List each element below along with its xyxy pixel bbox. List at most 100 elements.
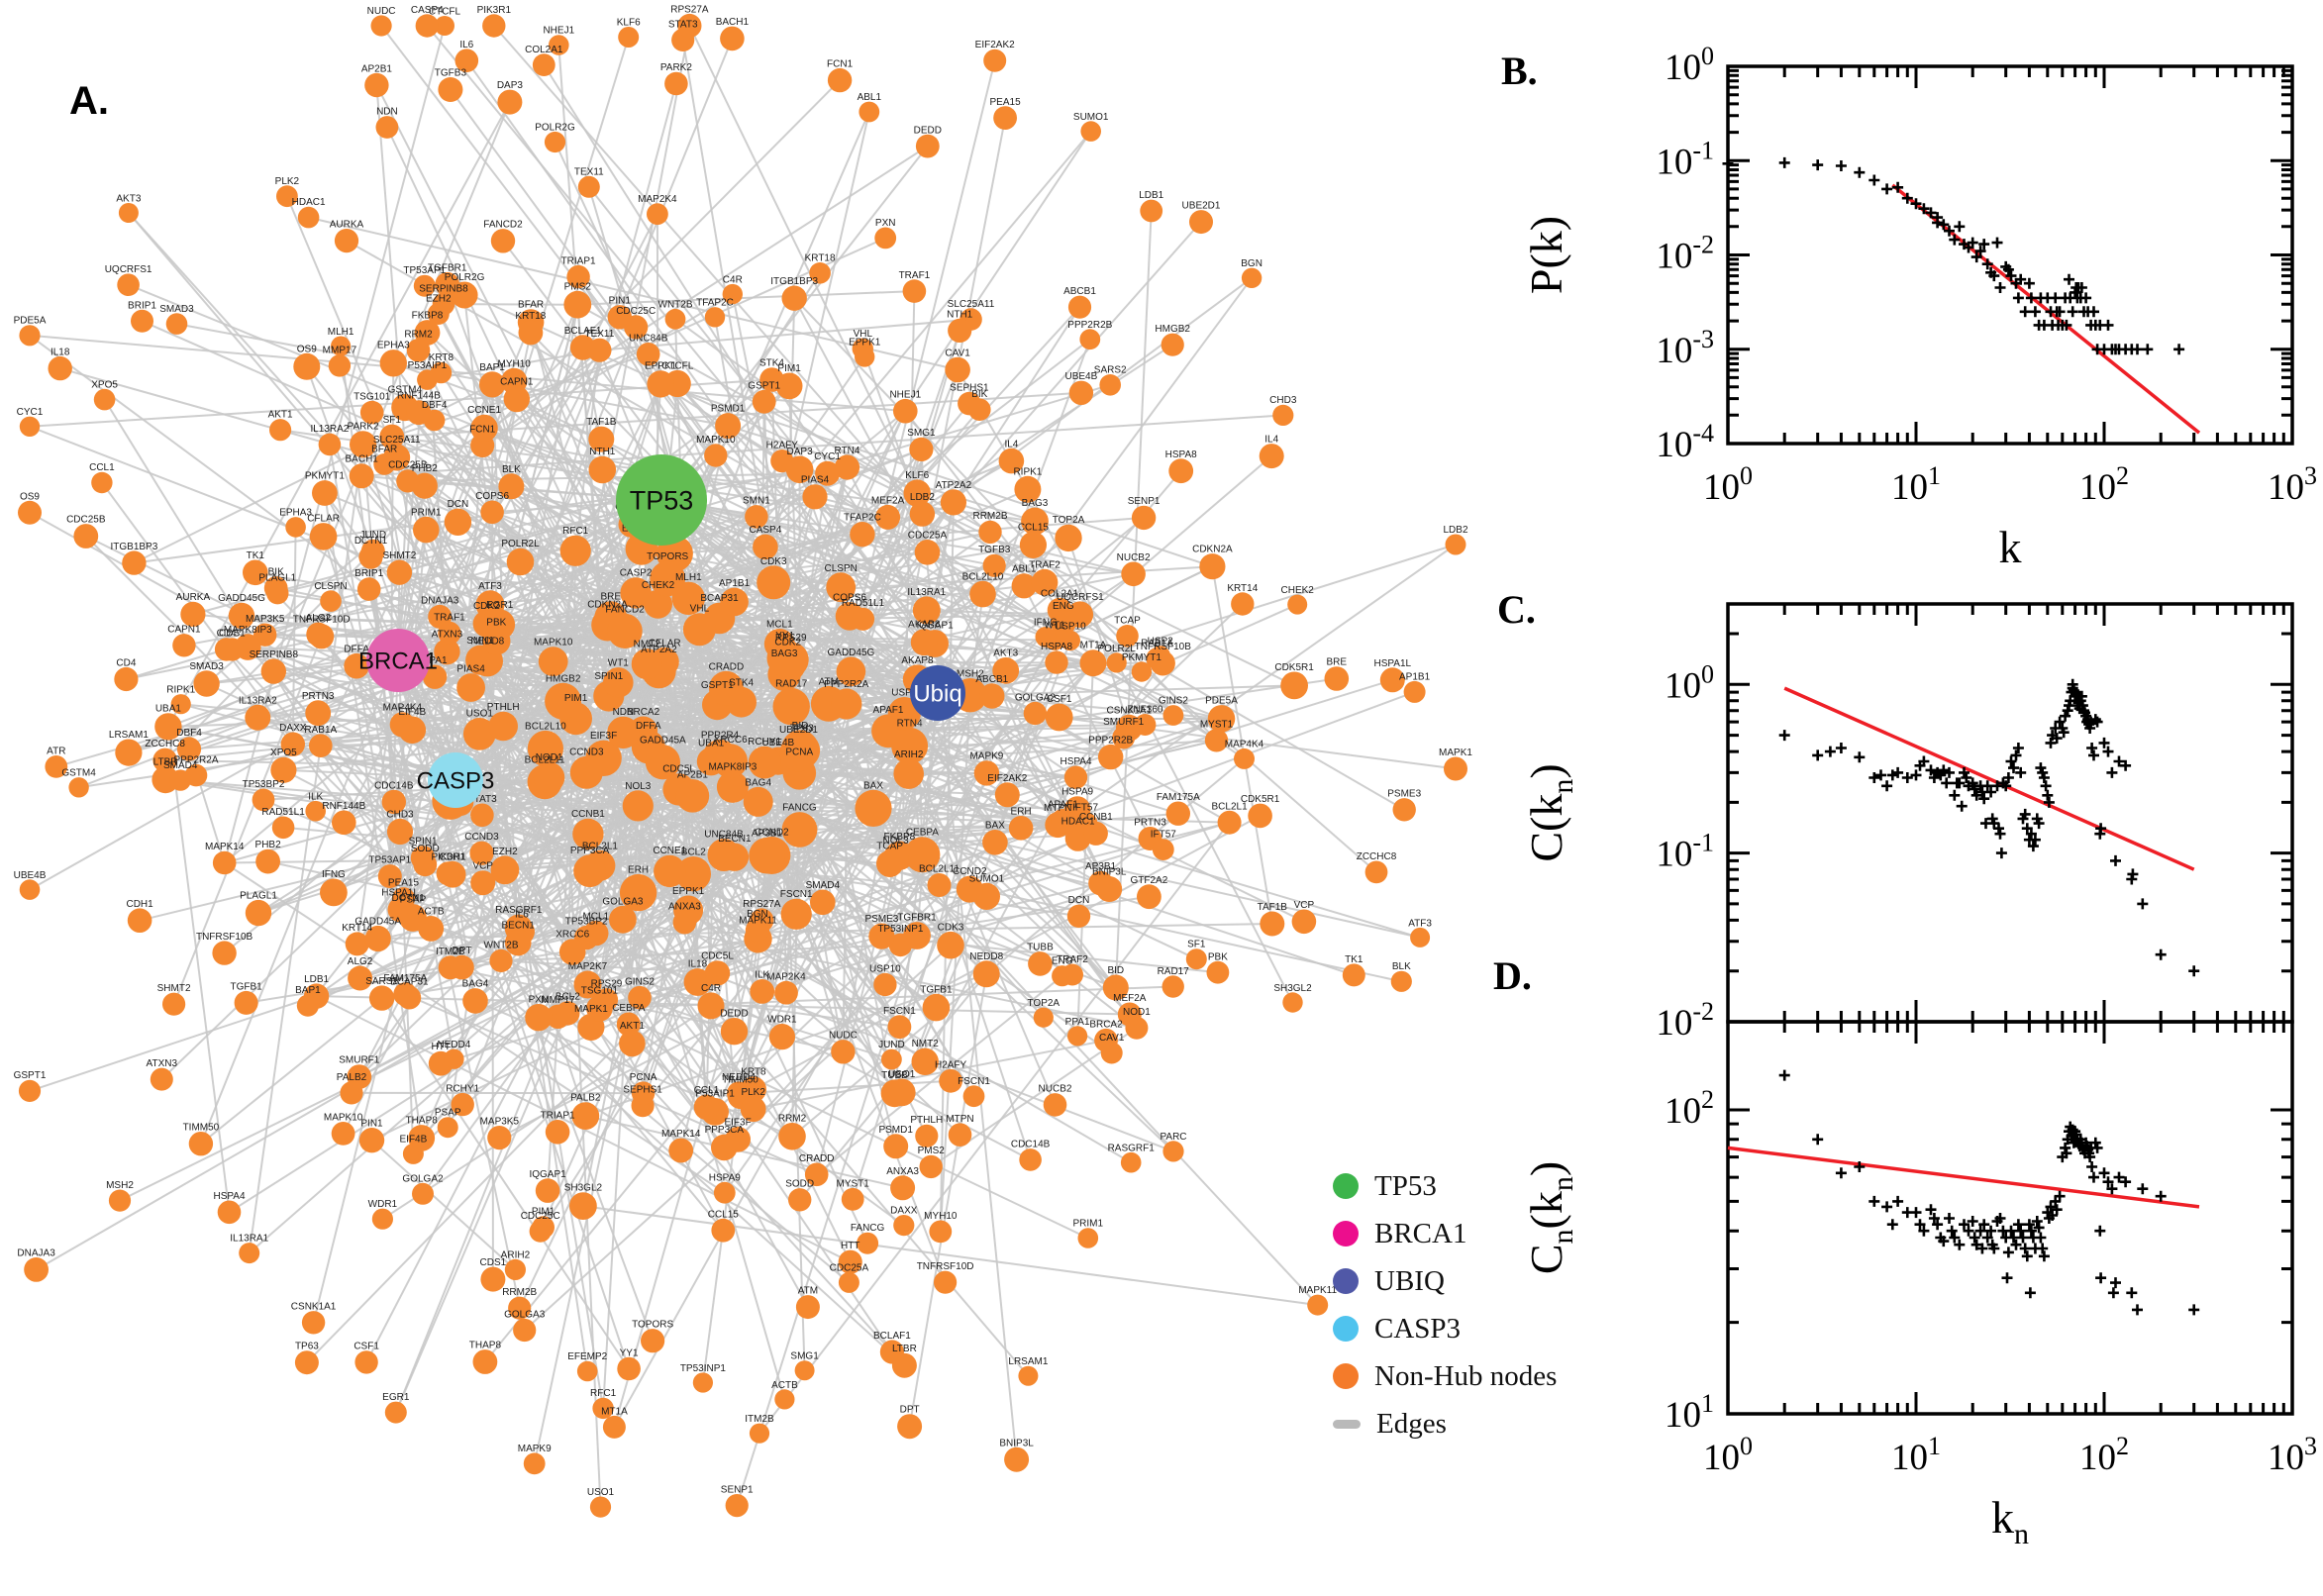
svg-text:SARS2: SARS2 — [365, 976, 398, 987]
svg-text:DCN: DCN — [1068, 895, 1090, 906]
svg-text:PLAGL1: PLAGL1 — [258, 573, 296, 584]
svg-text:TGFBR1: TGFBR1 — [897, 913, 937, 924]
svg-text:PIK3R1: PIK3R1 — [431, 852, 465, 863]
svg-text:CDKN2A: CDKN2A — [587, 599, 628, 610]
svg-text:RTN4: RTN4 — [835, 446, 860, 456]
svg-text:LTBR: LTBR — [892, 1344, 917, 1354]
y-axis-title: C(kn) — [1521, 763, 1579, 861]
svg-text:ABCB1: ABCB1 — [1063, 286, 1096, 297]
casp3-hub-swatch-icon — [1333, 1316, 1359, 1342]
svg-text:BRCA2: BRCA2 — [1089, 1019, 1123, 1030]
svg-text:CYC1: CYC1 — [814, 451, 841, 462]
svg-text:CDC14B: CDC14B — [374, 780, 414, 791]
svg-text:CYC1: CYC1 — [17, 407, 44, 418]
svg-text:FKBP8: FKBP8 — [412, 311, 444, 322]
svg-text:CD4: CD4 — [116, 657, 136, 668]
svg-text:HSPA9: HSPA9 — [1061, 787, 1093, 798]
svg-text:PIM1: PIM1 — [532, 1207, 556, 1218]
powerlaw-fit-line — [1727, 1146, 2200, 1209]
svg-text:CEBPA: CEBPA — [906, 828, 939, 839]
svg-text:MAPK11: MAPK11 — [1298, 1285, 1337, 1296]
svg-text:NMT2: NMT2 — [634, 640, 661, 650]
svg-text:MEF2A: MEF2A — [871, 495, 905, 506]
svg-text:EIF2AK2: EIF2AK2 — [975, 40, 1015, 50]
svg-text:VCP: VCP — [1294, 900, 1315, 911]
svg-text:BRCA1: BRCA1 — [358, 648, 438, 674]
svg-text:CDC25B: CDC25B — [388, 460, 428, 471]
svg-text:RRM2: RRM2 — [404, 330, 433, 341]
svg-text:DCTN1: DCTN1 — [354, 536, 388, 547]
svg-text:ITGB1BP3: ITGB1BP3 — [110, 542, 157, 552]
svg-text:BCLAF1: BCLAF1 — [873, 1331, 911, 1342]
svg-text:FAM175A: FAM175A — [383, 973, 427, 984]
svg-text:IL18: IL18 — [50, 347, 70, 357]
svg-text:HTT: HTT — [431, 1042, 450, 1052]
svg-text:VHL: VHL — [854, 329, 873, 340]
svg-text:MAPK8IP3: MAPK8IP3 — [224, 625, 272, 636]
svg-text:NOL3: NOL3 — [883, 836, 910, 847]
svg-text:AKT3: AKT3 — [116, 194, 141, 205]
svg-text:ERH: ERH — [628, 864, 649, 875]
svg-text:KLF6: KLF6 — [617, 18, 641, 29]
svg-text:BCL2L1: BCL2L1 — [1212, 801, 1249, 812]
svg-text:MAPK1: MAPK1 — [1439, 748, 1472, 758]
svg-text:TP53BP2: TP53BP2 — [243, 779, 285, 790]
legend-label: Edges — [1376, 1407, 1447, 1440]
svg-text:SPIN1: SPIN1 — [594, 671, 623, 682]
svg-text:MAP2K4: MAP2K4 — [638, 194, 677, 205]
svg-text:CHEK2: CHEK2 — [642, 580, 675, 591]
svg-text:H2AFY: H2AFY — [766, 441, 799, 451]
svg-text:RPS29: RPS29 — [775, 633, 807, 644]
x-tick-label: 103 — [2268, 461, 2317, 508]
svg-text:SERPINB8: SERPINB8 — [419, 283, 468, 294]
y-tick-label: 100 — [1665, 42, 1714, 88]
protein-interaction-network: MAPK10 PIM1 EPPK1 USO1 GSPT1 UBE4B FSCN1 DFFA BC… — [14, 4, 1472, 1518]
svg-text:TRAF1: TRAF1 — [899, 270, 931, 281]
svg-text:HSPA4: HSPA4 — [1060, 756, 1091, 767]
svg-text:TNFRSF10D: TNFRSF10D — [293, 615, 351, 626]
svg-text:CCL1: CCL1 — [89, 462, 115, 473]
svg-text:GOLGA3: GOLGA3 — [602, 896, 644, 907]
y-tick-label: 10-3 — [1656, 325, 1714, 371]
svg-text:RFC1: RFC1 — [562, 526, 589, 537]
svg-text:DEDD: DEDD — [720, 1008, 748, 1019]
svg-text:CCNB1: CCNB1 — [571, 809, 605, 820]
svg-text:RAD17: RAD17 — [775, 679, 808, 690]
svg-text:RIPK1: RIPK1 — [166, 685, 195, 696]
y-tick-label: 100 — [1665, 659, 1714, 706]
legend-item-nonhub: Non-Hub nodes — [1333, 1352, 1650, 1400]
svg-text:TP53AP1: TP53AP1 — [368, 855, 411, 866]
svg-text:PSME3: PSME3 — [864, 914, 898, 925]
svg-text:USO1: USO1 — [888, 1069, 916, 1080]
svg-text:TP53BP2: TP53BP2 — [565, 916, 608, 927]
svg-text:MLH1: MLH1 — [328, 327, 354, 338]
brca1-hub-swatch-icon — [1333, 1221, 1359, 1247]
svg-text:SENP1: SENP1 — [721, 1485, 754, 1496]
svg-text:BRE: BRE — [1327, 657, 1348, 668]
svg-text:POLR2L: POLR2L — [1098, 644, 1137, 654]
svg-text:CSNK1A1: CSNK1A1 — [1107, 705, 1153, 716]
svg-text:DCN: DCN — [448, 499, 469, 510]
svg-text:HSPA1L: HSPA1L — [381, 888, 419, 899]
svg-text:DCTN1: DCTN1 — [392, 893, 426, 904]
svg-text:CASP4: CASP4 — [411, 5, 444, 16]
svg-text:BFAR: BFAR — [518, 300, 544, 311]
svg-text:MTPN: MTPN — [946, 1114, 973, 1125]
svg-text:DAP3: DAP3 — [497, 80, 524, 91]
svg-text:STAT3: STAT3 — [467, 794, 497, 805]
svg-text:TP53: TP53 — [630, 485, 694, 515]
svg-text:GSPT1: GSPT1 — [14, 1070, 47, 1081]
svg-text:HSPA8: HSPA8 — [1165, 449, 1197, 460]
legend-item-ubiq: UBIQ — [1333, 1257, 1650, 1305]
svg-text:HDAC1: HDAC1 — [1061, 817, 1095, 828]
svg-text:MYH10: MYH10 — [498, 358, 532, 369]
svg-text:CAV1: CAV1 — [1099, 1033, 1125, 1044]
svg-text:H2AFY: H2AFY — [935, 1059, 967, 1070]
svg-text:CEBPA: CEBPA — [612, 1003, 645, 1014]
svg-text:SEPHS1: SEPHS1 — [950, 382, 989, 393]
svg-text:IL4: IL4 — [1264, 435, 1278, 446]
svg-text:ATP2A2: ATP2A2 — [641, 645, 677, 655]
svg-text:GINS2: GINS2 — [625, 976, 655, 987]
svg-text:YY1: YY1 — [620, 1347, 639, 1358]
svg-text:CDH1: CDH1 — [439, 851, 466, 862]
